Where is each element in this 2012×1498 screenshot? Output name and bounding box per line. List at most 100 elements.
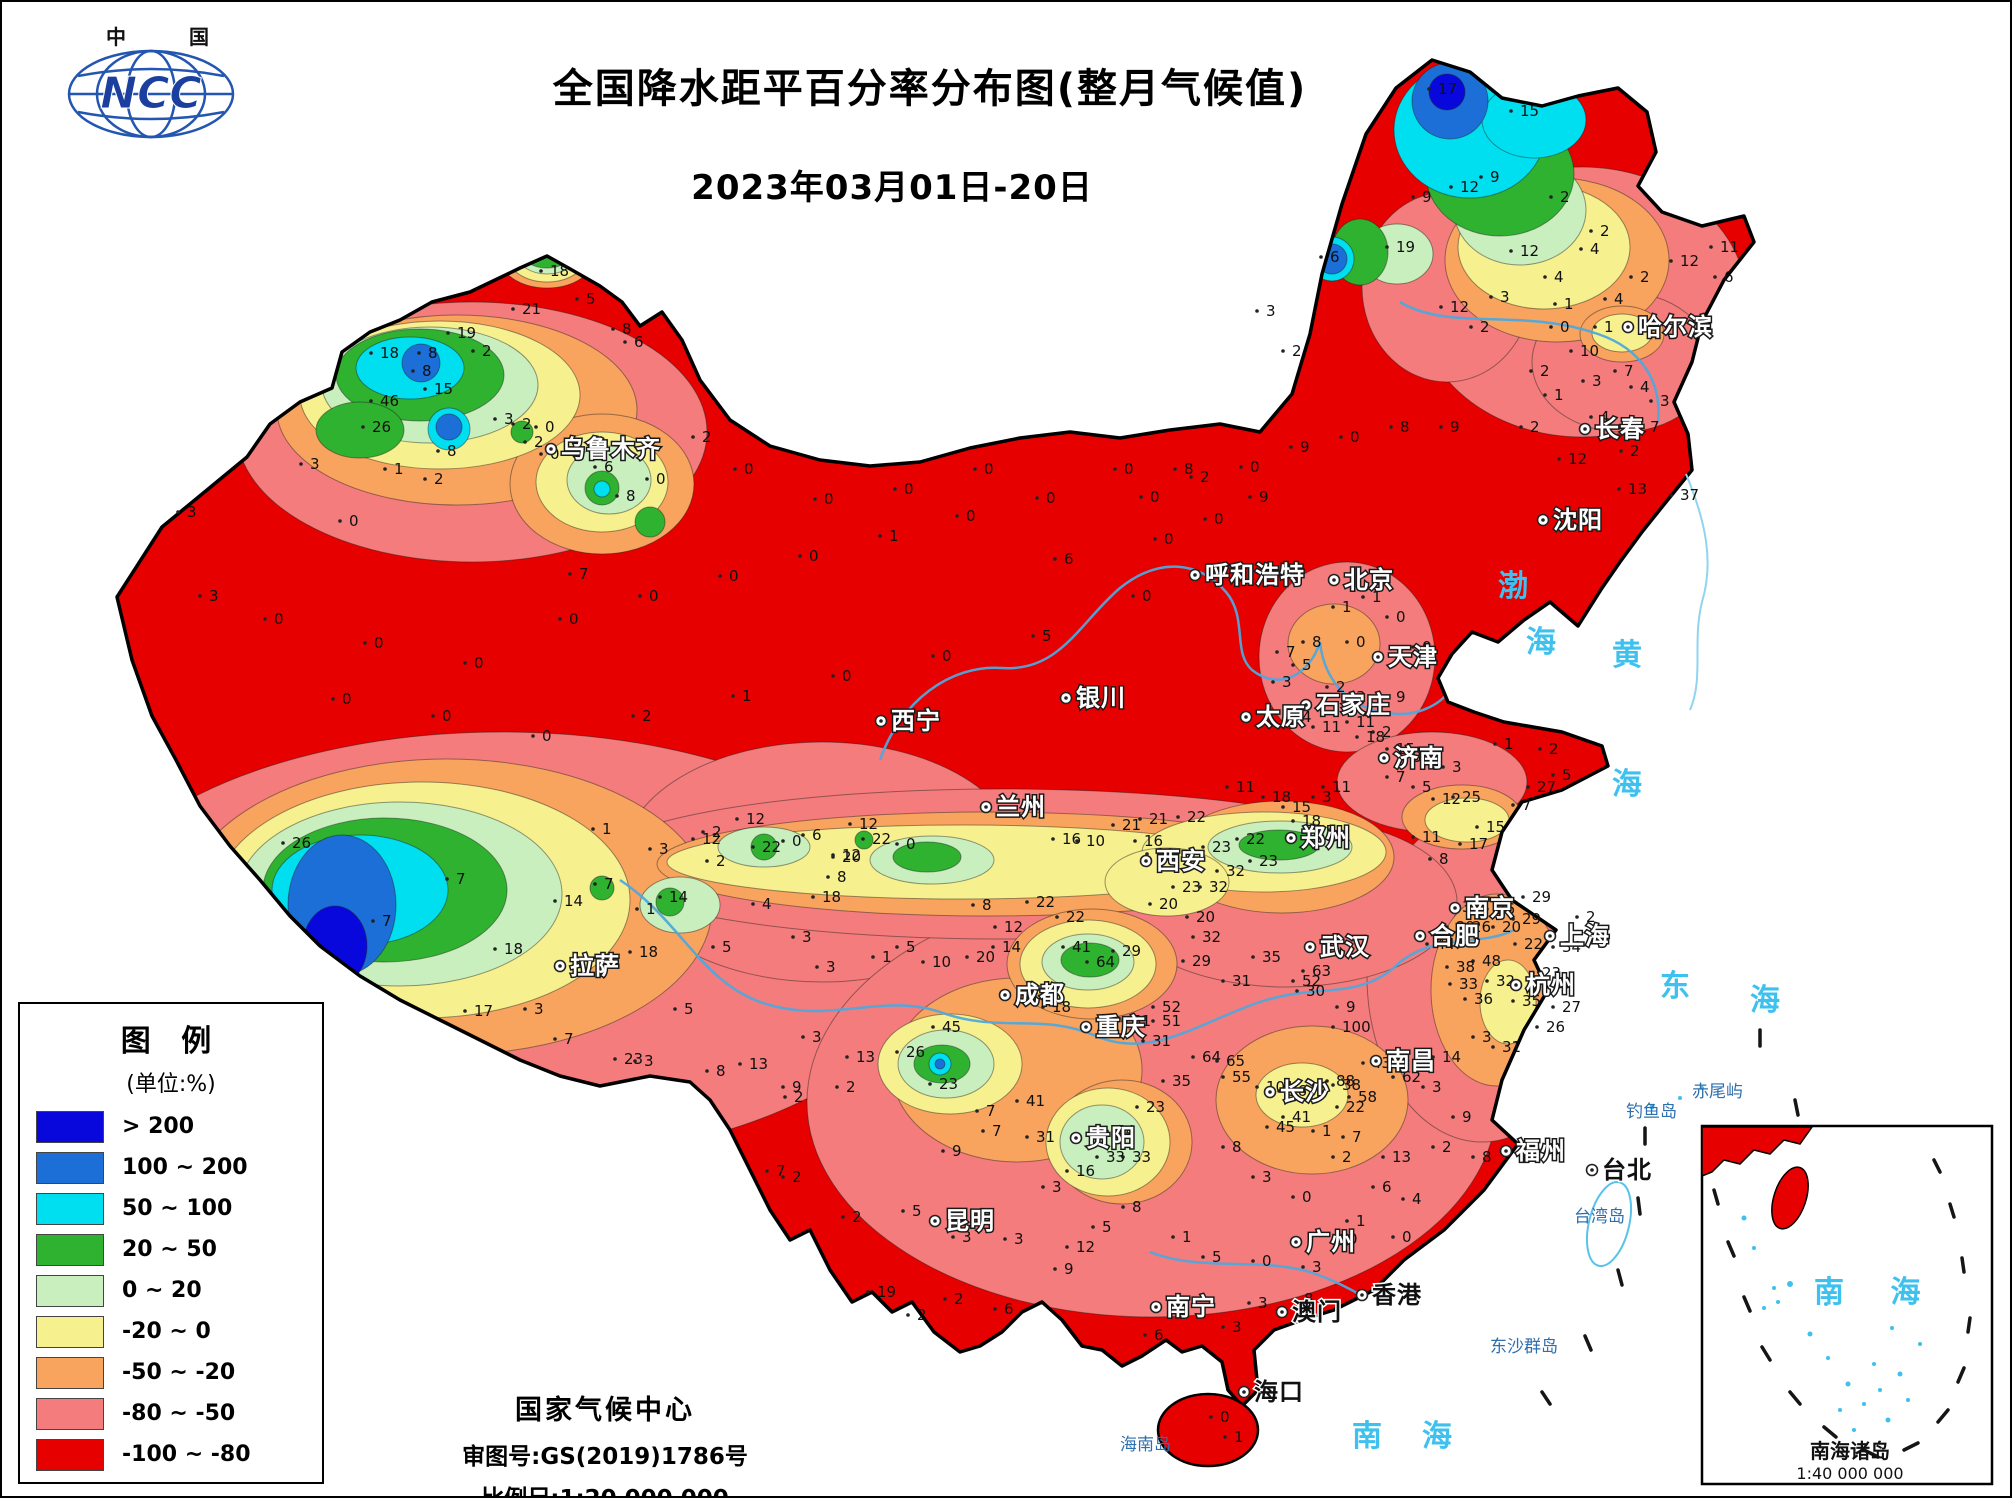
maritime-boundary-dashes — [1540, 1028, 1800, 1406]
station-value: 31 — [1502, 1038, 1521, 1056]
station-dot — [1221, 979, 1225, 983]
logo-ncc-text: NCC — [100, 68, 201, 119]
station-dot — [1121, 1019, 1125, 1023]
station-value: 13 — [749, 1055, 768, 1073]
station-dot — [901, 1209, 905, 1213]
station-value: 3 — [1452, 758, 1462, 776]
station-dot — [631, 714, 635, 718]
station-dot — [1463, 997, 1467, 1001]
pearl-river — [1149, 1250, 1373, 1303]
station-dot — [645, 477, 649, 481]
station-value: 8 — [1412, 748, 1422, 766]
station-value: 4 — [1554, 268, 1564, 286]
station-dot — [1385, 245, 1389, 249]
station-value: 0 — [824, 490, 834, 508]
station-dot — [1305, 829, 1309, 833]
station-dot — [801, 1035, 805, 1039]
station-dot — [705, 1069, 709, 1073]
station-dot — [1251, 1259, 1255, 1263]
station-dot — [1439, 425, 1443, 429]
station-value: 18 — [1302, 812, 1321, 830]
station-value: 12 — [842, 846, 861, 864]
station-dot — [1448, 982, 1452, 986]
station-dot — [1291, 715, 1295, 719]
station-dot — [1593, 325, 1597, 329]
station-value: 3 — [1660, 392, 1670, 410]
station-value: 11 — [1236, 778, 1255, 796]
station-dot — [845, 1055, 849, 1059]
station-dot — [1411, 835, 1415, 839]
station-value: 3 — [1014, 1230, 1024, 1248]
legend-row: 0 ~ 20 — [20, 1270, 322, 1311]
station-value: 0 — [1350, 428, 1360, 446]
station-value: 31 — [1152, 1032, 1171, 1050]
city-label: 呼和浩特 — [1205, 561, 1305, 589]
station-dot — [553, 1037, 557, 1041]
station-dot — [299, 462, 303, 466]
city-marker-dot — [1453, 906, 1457, 910]
hainan-island — [1156, 1392, 1260, 1468]
station-dot — [534, 425, 538, 429]
station-value: 5 — [722, 938, 732, 956]
station-value: 18 — [550, 262, 569, 280]
station-value: 6 — [604, 458, 614, 476]
station-dot — [991, 945, 995, 949]
station-dot — [1121, 1155, 1125, 1159]
station-dot — [798, 554, 802, 558]
city-label: 北京 — [1344, 566, 1394, 594]
station-dot — [1265, 1125, 1269, 1129]
station-value: 0 — [842, 667, 852, 685]
station-dot — [1391, 1235, 1395, 1239]
station-dot — [928, 1082, 932, 1086]
station-dot — [558, 617, 562, 621]
legend: 图 例 (单位:%) > 200 100 ~ 200 50 ~ 100 20 ~ 50… — [18, 1002, 324, 1484]
city-label: 银川 — [1076, 684, 1126, 712]
station-dot — [878, 534, 882, 538]
station-value: 8 — [1312, 633, 1322, 651]
sea-label: 东 — [1660, 969, 1693, 1004]
station-dot — [1221, 1325, 1225, 1329]
station-dot — [1431, 1145, 1435, 1149]
station-value: 54 — [1116, 1122, 1135, 1140]
station-dot — [1138, 817, 1142, 821]
station-dot — [1053, 1267, 1057, 1271]
station-dot — [1065, 1245, 1069, 1249]
station-value: 38 — [1456, 958, 1475, 976]
station-value: 0 — [1262, 1252, 1272, 1270]
legend-label: -80 ~ -50 — [122, 1401, 236, 1426]
station-value: 0 — [1220, 1408, 1230, 1426]
station-value: 0 — [1422, 638, 1432, 656]
city-marker-dot — [1382, 756, 1386, 760]
station-dot — [1291, 819, 1295, 823]
city-label: 成都 — [1015, 981, 1065, 1009]
station-value: 23 — [1259, 852, 1278, 870]
legend-label: > 200 — [122, 1114, 195, 1139]
station-dot — [1549, 325, 1553, 329]
station-value: 64 — [1096, 953, 1115, 971]
station-dot — [1277, 1089, 1281, 1093]
station-value: 1 — [1182, 1228, 1192, 1246]
station-value: 2 — [1480, 318, 1490, 336]
station-dot — [815, 965, 819, 969]
city-label: 武汉 — [1320, 933, 1370, 961]
station-value: 0 — [1302, 1188, 1312, 1206]
station-dot — [1551, 1005, 1555, 1009]
station-dot — [1491, 925, 1495, 929]
station-value: 2 — [1586, 908, 1596, 926]
station-dot — [417, 351, 421, 355]
station-dot — [1261, 795, 1265, 799]
station-dot — [1535, 1025, 1539, 1029]
station-value: 5 — [684, 1000, 694, 1018]
station-dot — [1325, 1079, 1329, 1083]
legend-label: -20 ~ 0 — [122, 1319, 211, 1344]
station-dot — [1015, 1099, 1019, 1103]
station-value: 2 — [792, 1168, 802, 1186]
station-dot — [781, 1085, 785, 1089]
station-value: 7 — [992, 1122, 1002, 1140]
station-dot — [1511, 999, 1515, 1003]
station-dot — [1215, 1059, 1219, 1063]
station-value: 8 — [982, 896, 992, 914]
station-value: 22 — [872, 830, 891, 848]
station-value: 27 — [1537, 778, 1556, 796]
station-dot — [1509, 249, 1513, 253]
